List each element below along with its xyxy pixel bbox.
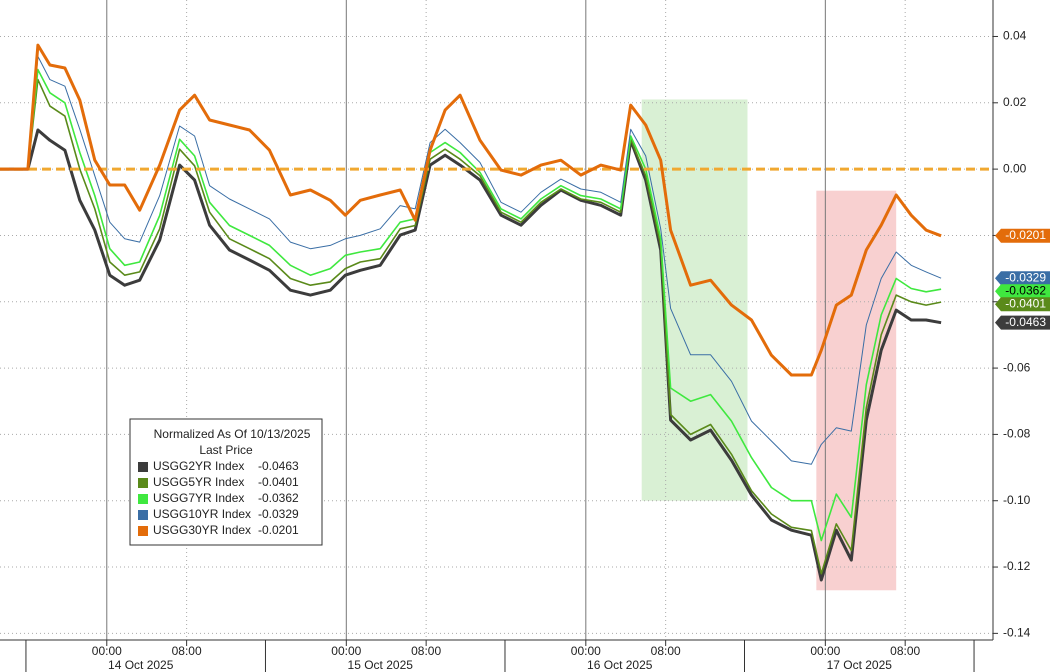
legend-label: USGG5YR Index: [153, 475, 244, 489]
x-tick-label: 08:00: [651, 644, 681, 658]
series-line: [0, 43, 942, 377]
y-tick-label: 0.02: [1003, 95, 1027, 109]
x-tick-label: 08:00: [411, 644, 441, 658]
x-tick-label: 00:00: [331, 644, 361, 658]
series-line: [0, 68, 942, 542]
y-tick-label: 0.00: [1003, 161, 1027, 175]
last-value-label: -0.0401: [1005, 296, 1046, 310]
legend-swatch: [138, 526, 148, 536]
legend-value: -0.0329: [258, 507, 299, 521]
y-tick-label: -0.06: [1003, 360, 1031, 374]
date-label: 14 Oct 2025: [108, 658, 174, 672]
legend-value: -0.0201: [258, 523, 299, 537]
y-tick-label: 0.04: [1003, 29, 1027, 43]
date-label: 15 Oct 2025: [348, 658, 414, 672]
legend-box: [129, 418, 323, 546]
legend-label: USGG2YR Index: [153, 459, 244, 473]
legend-swatch: [138, 462, 148, 472]
legend: Normalized As Of 10/13/2025 Last Price U…: [129, 418, 323, 546]
y-tick-label: -0.14: [1003, 626, 1031, 640]
legend-value: -0.0463: [258, 459, 299, 473]
y-tick-label: -0.10: [1003, 493, 1031, 507]
legend-value: -0.0401: [258, 475, 299, 489]
last-value-tag: [995, 315, 1050, 330]
last-value-label: -0.0463: [1005, 315, 1046, 329]
legend-title: Normalized As Of 10/13/2025: [154, 427, 311, 441]
y-tick-label: -0.12: [1003, 559, 1031, 573]
legend-swatch: [138, 478, 148, 488]
last-value-tag: [995, 271, 1050, 286]
legend-label: USGG30YR Index: [153, 523, 251, 537]
series-line: [0, 55, 942, 465]
highlight-region: [816, 190, 897, 591]
x-tick-label: 00:00: [810, 644, 840, 658]
y-tick-label: -0.08: [1003, 427, 1031, 441]
legend-swatch: [138, 510, 148, 520]
series-line: [0, 78, 942, 575]
x-tick-label: 00:00: [92, 644, 122, 658]
legend-swatch: [138, 494, 148, 504]
plot-area: [0, 0, 993, 640]
x-tick-label: 00:00: [571, 644, 601, 658]
legend-value: -0.0362: [258, 491, 299, 505]
last-value-label: -0.0329: [1005, 270, 1046, 284]
date-label: 17 Oct 2025: [827, 658, 893, 672]
last-value-label: -0.0201: [1005, 228, 1046, 242]
series-line: [0, 128, 942, 582]
x-tick-label: 08:00: [172, 644, 202, 658]
highlight-region: [641, 99, 748, 501]
last-value-tag: [995, 228, 1050, 243]
legend-label: USGG10YR Index: [153, 507, 251, 521]
legend-subtitle: Last Price: [199, 443, 253, 457]
x-tick-label: 08:00: [890, 644, 920, 658]
date-label: 16 Oct 2025: [587, 658, 653, 672]
legend-label: USGG7YR Index: [153, 491, 244, 505]
last-value-label: -0.0362: [1005, 283, 1046, 297]
last-value-tag: [995, 284, 1050, 299]
last-value-tag: [995, 297, 1050, 312]
